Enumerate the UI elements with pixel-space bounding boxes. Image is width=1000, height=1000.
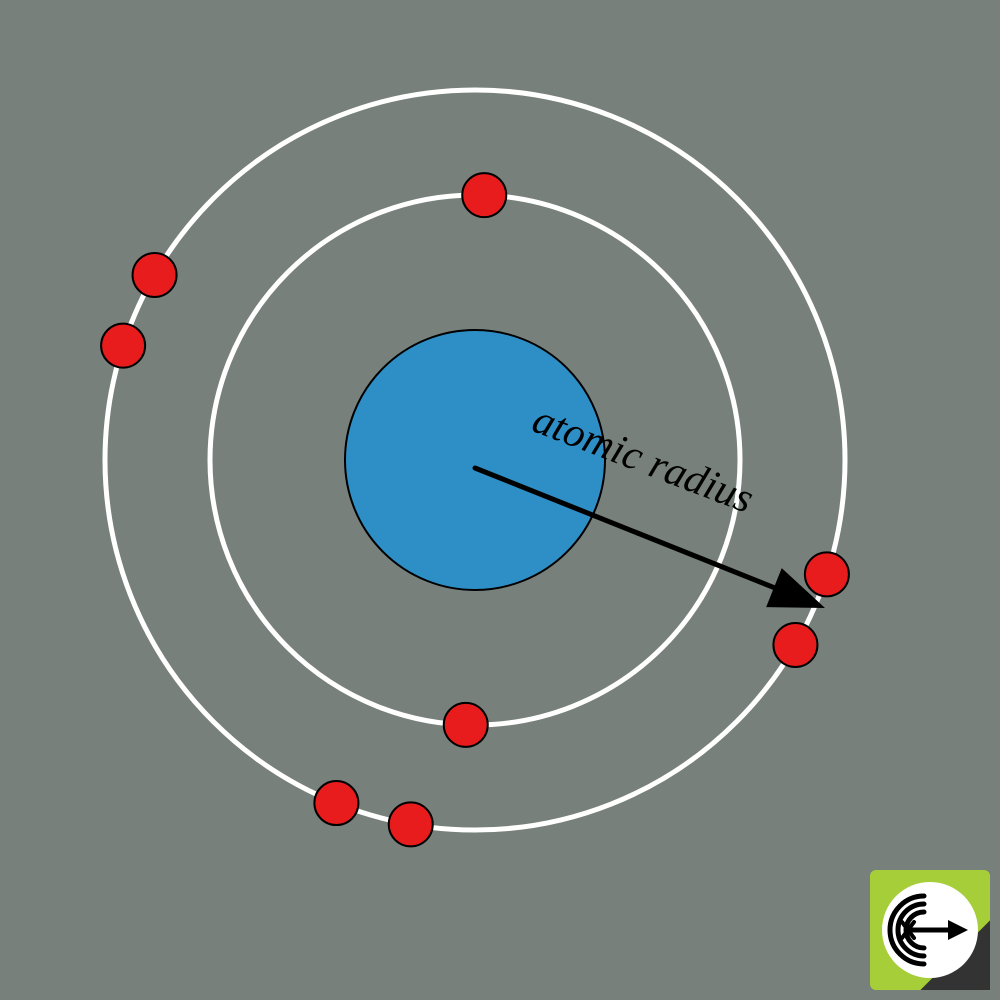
electron-3 <box>773 623 817 667</box>
atom-diagram-svg: atomic radius <box>0 0 1000 1000</box>
electron-5 <box>314 781 358 825</box>
electron-4 <box>389 802 433 846</box>
corner-logo <box>870 870 990 990</box>
electron-2 <box>805 552 849 596</box>
nucleus <box>345 330 605 590</box>
electron-6 <box>101 324 145 368</box>
electron-0 <box>462 173 506 217</box>
electron-7 <box>133 253 177 297</box>
diagram-canvas: atomic radius <box>0 0 1000 1000</box>
electron-1 <box>444 703 488 747</box>
